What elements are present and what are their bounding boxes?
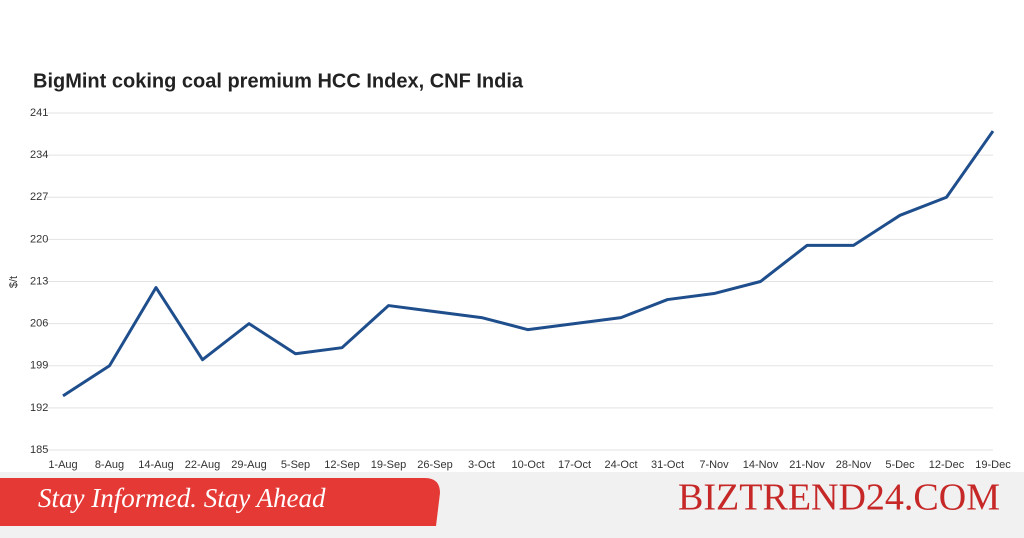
x-tick-label: 12-Sep bbox=[324, 459, 359, 471]
tagline: Stay Informed. Stay Ahead bbox=[38, 483, 326, 513]
x-tick-label: 26-Sep bbox=[417, 459, 452, 471]
x-tick-label: 5-Dec bbox=[885, 459, 915, 471]
x-tick-label: 14-Aug bbox=[138, 459, 173, 471]
x-tick-label: 10-Oct bbox=[511, 459, 544, 471]
x-tick-label: 19-Dec bbox=[975, 459, 1011, 471]
y-tick-label: 241 bbox=[30, 107, 48, 119]
x-tick-label: 19-Sep bbox=[371, 459, 406, 471]
x-tick-label: 8-Aug bbox=[95, 459, 124, 471]
chart-title: BigMint coking coal premium HCC Index, C… bbox=[33, 70, 524, 92]
data-line bbox=[62, 130, 995, 398]
x-tick-label: 28-Nov bbox=[836, 459, 872, 471]
y-tick-label: 213 bbox=[30, 275, 48, 287]
x-tick-label: 5-Sep bbox=[281, 459, 310, 471]
x-tick-label: 31-Oct bbox=[651, 459, 684, 471]
x-tick-label: 1-Aug bbox=[48, 459, 77, 471]
x-tick-label: 24-Oct bbox=[604, 459, 637, 471]
y-axis-label: $/t bbox=[8, 276, 20, 288]
x-tick-label: 7-Nov bbox=[699, 459, 729, 471]
x-tick-label: 3-Oct bbox=[468, 459, 495, 471]
x-tick-label: 21-Nov bbox=[789, 459, 825, 471]
x-tick-label: 29-Aug bbox=[231, 459, 266, 471]
y-tick-label: 227 bbox=[30, 191, 48, 203]
y-tick-label: 234 bbox=[30, 149, 48, 161]
y-tick-label: 185 bbox=[30, 444, 48, 456]
tagline-band bbox=[0, 478, 440, 526]
y-tick-label: 192 bbox=[30, 402, 48, 414]
y-tick-label: 199 bbox=[30, 360, 48, 372]
plot-area: 185 192 199 206 213 220 227 234 241 1-Aug 8-Aug 14-… bbox=[30, 107, 1011, 471]
y-tick-label: 206 bbox=[30, 318, 48, 330]
x-tick-label: 14-Nov bbox=[743, 459, 779, 471]
x-tick-label: 12-Dec bbox=[929, 459, 965, 471]
x-tick-label: 22-Aug bbox=[185, 459, 220, 471]
y-tick-label: 220 bbox=[30, 233, 48, 245]
brand: BIZTREND24.COM bbox=[678, 477, 1000, 519]
x-tick-label: 17-Oct bbox=[558, 459, 591, 471]
